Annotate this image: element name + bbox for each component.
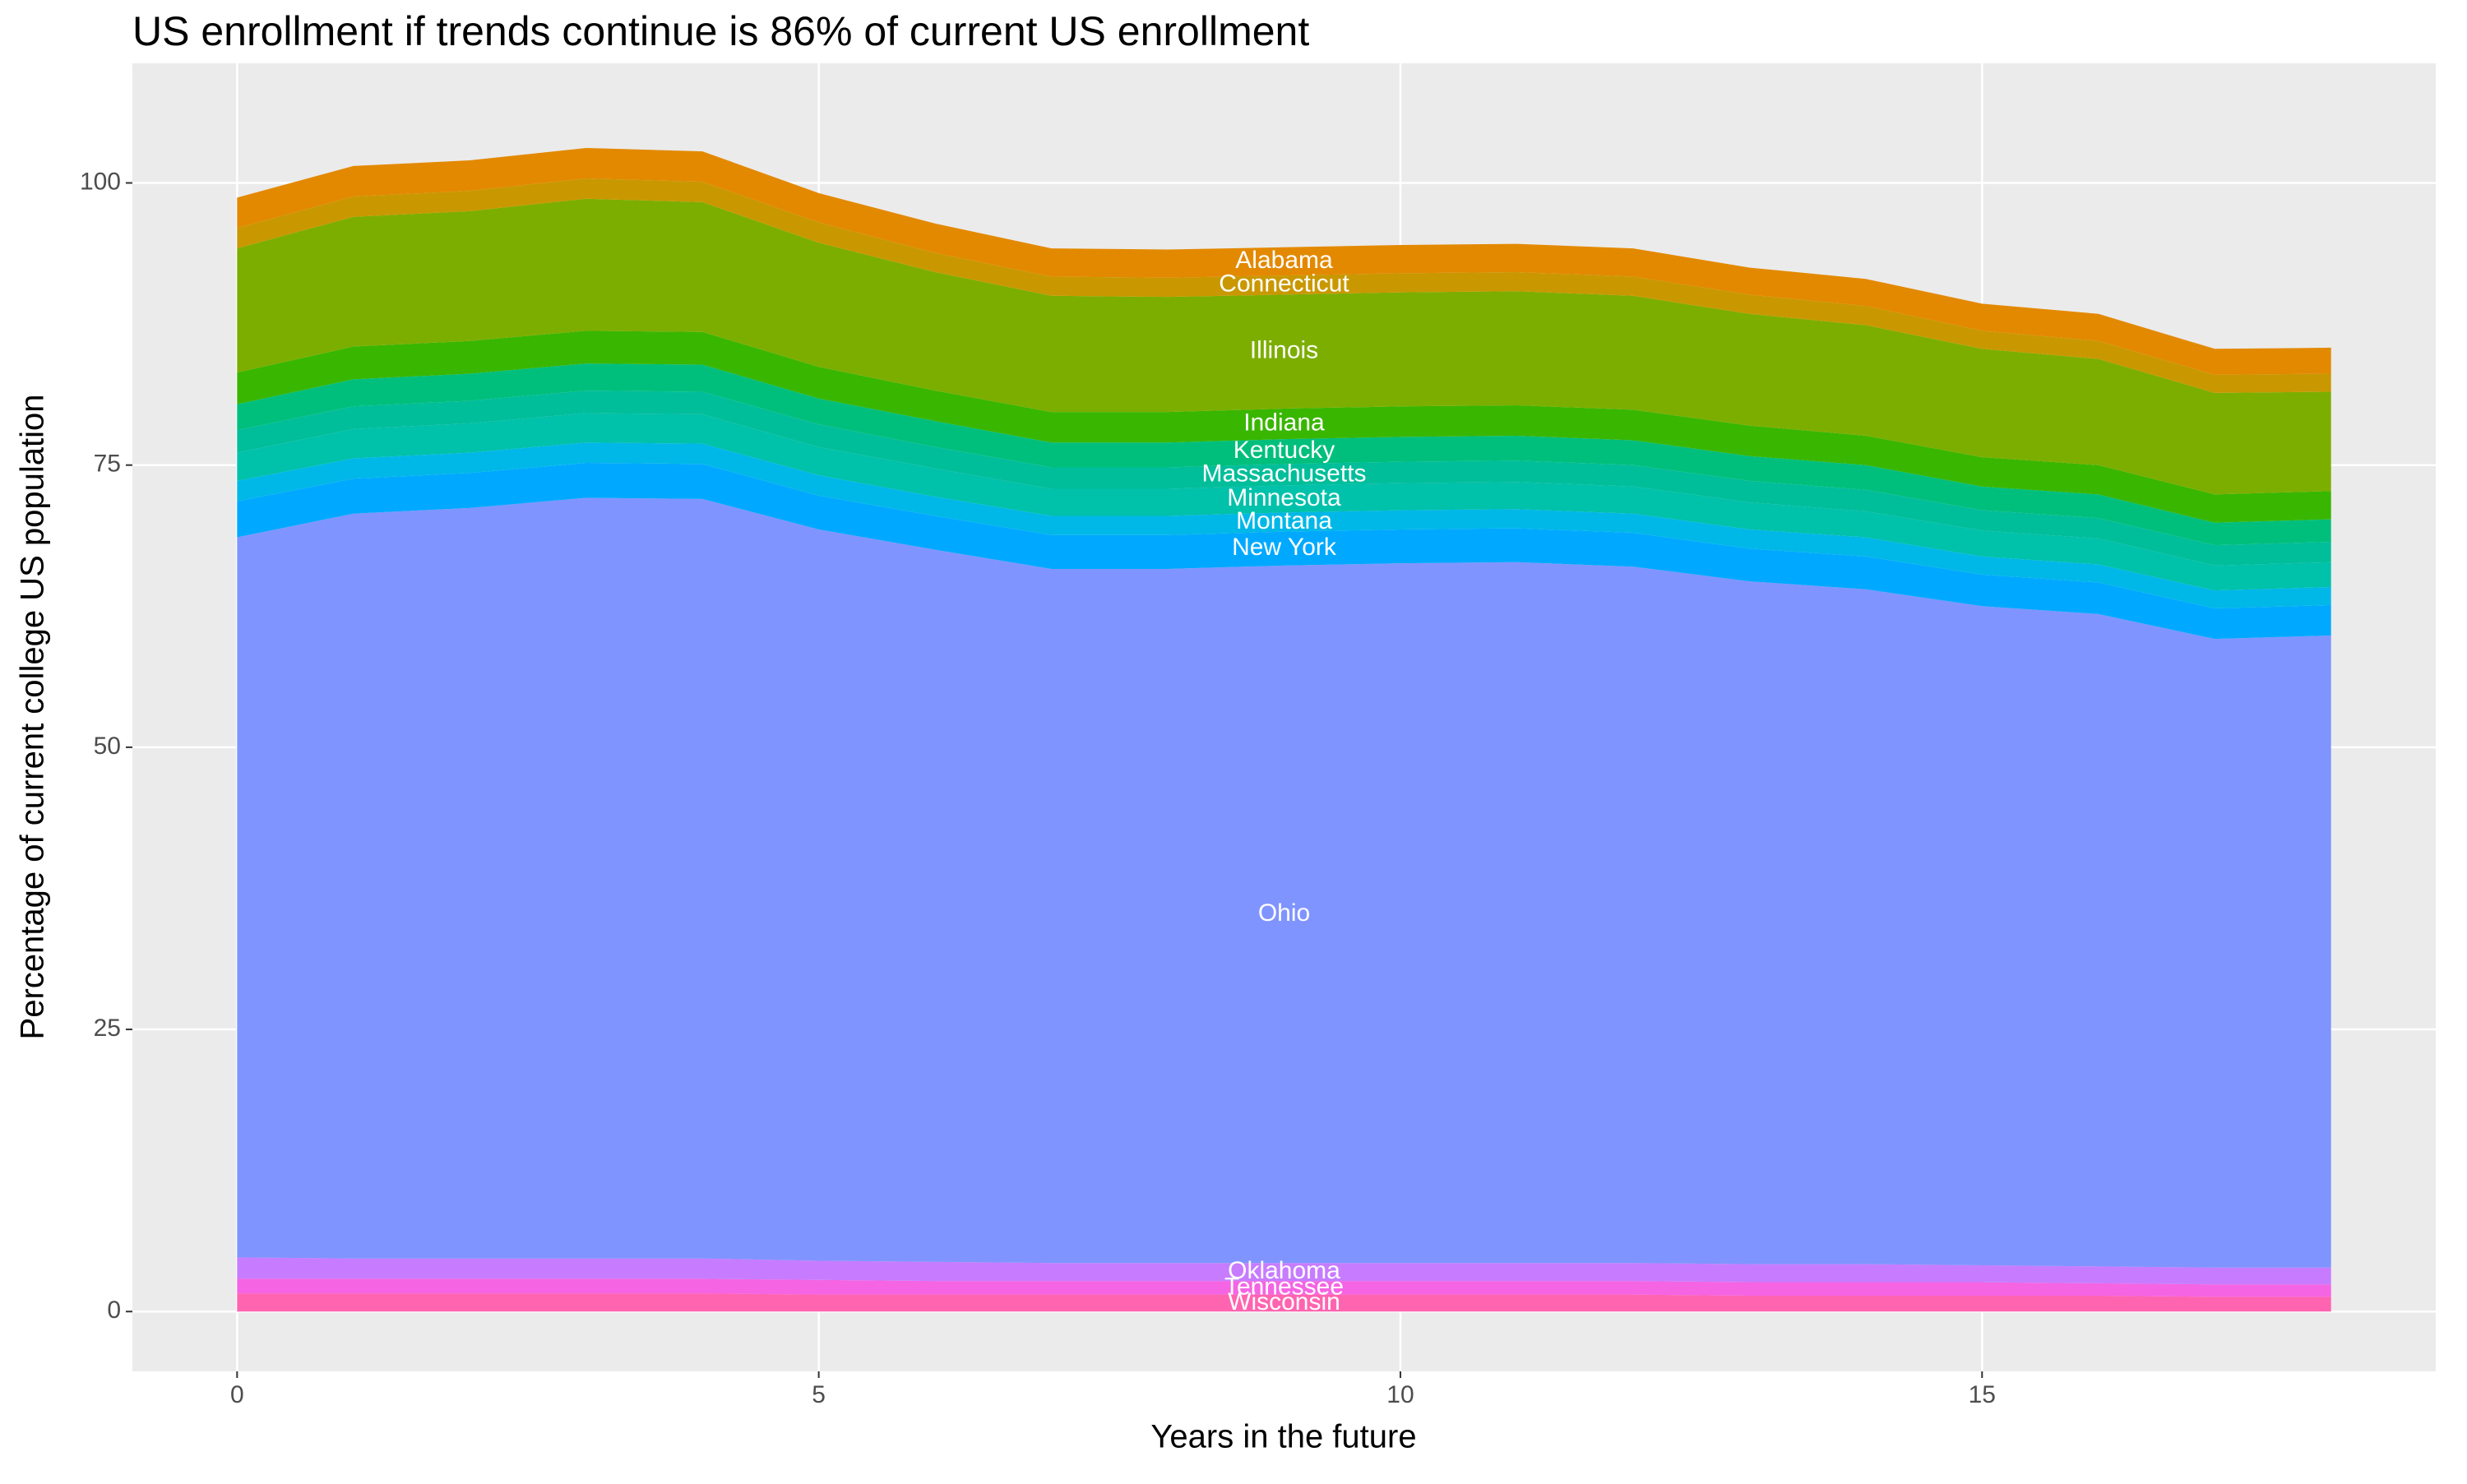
- x-tick-label: 5: [812, 1381, 826, 1408]
- series-label: Alabama: [1235, 247, 1333, 274]
- y-tick-label: 0: [107, 1297, 121, 1324]
- x-axis-title: Years in the future: [1150, 1419, 1416, 1455]
- area: [237, 462, 2331, 640]
- area: [237, 147, 2331, 375]
- area: [237, 497, 2331, 1268]
- series-label: Indiana: [1243, 409, 1325, 437]
- x-tick-label: 10: [1386, 1381, 1414, 1408]
- x-tick-label: 15: [1969, 1381, 1996, 1408]
- y-tick-label: 100: [80, 168, 121, 195]
- series-label: Tennessee: [1224, 1273, 1344, 1300]
- area: [237, 413, 2331, 591]
- series-label: Connecticut: [1219, 270, 1349, 298]
- area: [237, 391, 2331, 566]
- series-label: Wisconsin: [1228, 1288, 1340, 1315]
- area: [237, 1293, 2331, 1312]
- series-label: Massachusetts: [1201, 460, 1366, 487]
- y-tick-label: 50: [94, 733, 121, 760]
- x-tick-label: 0: [230, 1381, 244, 1408]
- area: [237, 331, 2331, 523]
- y-tick-label: 75: [94, 451, 121, 478]
- area: [237, 198, 2331, 495]
- area: [237, 363, 2331, 546]
- series-label: Ohio: [1258, 899, 1310, 927]
- series-label: Kentucky: [1234, 437, 1335, 464]
- series-label: Montana: [1236, 507, 1332, 534]
- series-label: New York: [1232, 534, 1337, 561]
- series-label: Minnesota: [1227, 484, 1341, 511]
- area: [237, 442, 2331, 609]
- series-label: Illinois: [1250, 337, 1318, 364]
- y-tick-label: 25: [94, 1015, 121, 1042]
- series-label: Oklahoma: [1228, 1257, 1340, 1284]
- area: [237, 1278, 2331, 1297]
- area: [237, 178, 2331, 393]
- chart-title: US enrollment if trends continue is 86% …: [132, 8, 1309, 54]
- y-axis-title: Percentage of current college US populat…: [15, 395, 51, 1040]
